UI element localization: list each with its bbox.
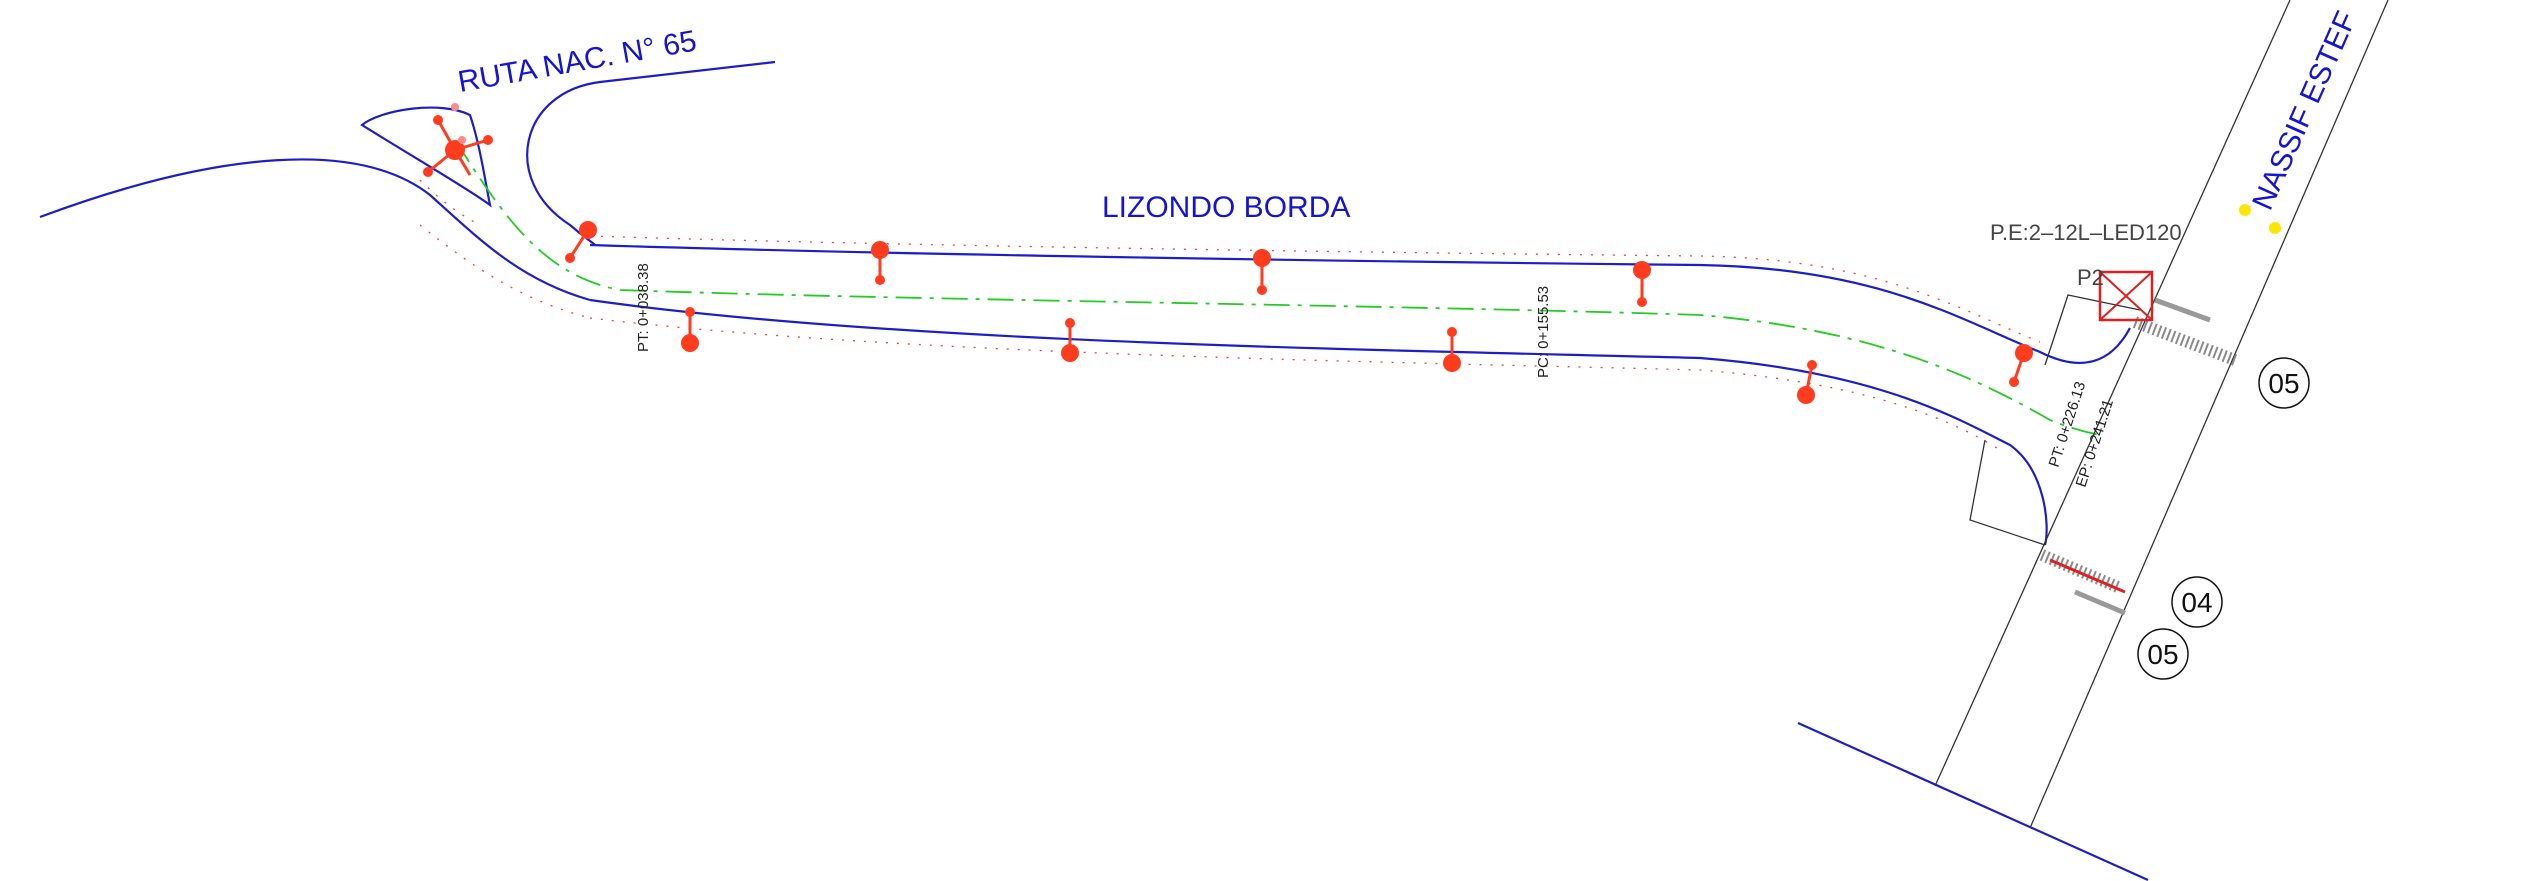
crosswalk-south-red [2049, 558, 2126, 594]
numbered-markers: 05 04 05 [2137, 357, 2310, 680]
crosswalk-north-bar [2154, 297, 2211, 323]
luminaires [423, 103, 2033, 404]
luminaire-pole-icon [565, 221, 597, 263]
street-label-nassif: NASSIF ESTEF [2246, 6, 2363, 214]
crosswalk-south-bar [2074, 589, 2126, 616]
yellow-markers [2239, 204, 2281, 234]
luminaire-pole-icon [1633, 261, 1651, 307]
hatch-north [589, 235, 2041, 343]
crosswalk-south [2039, 549, 2123, 594]
nassif-west-line [1934, 0, 2291, 787]
marker-05-top: 05 [2268, 368, 2299, 399]
luminaire-pole-icon [1797, 360, 1817, 404]
street-label-lizondo: LIZONDO BORDA [1102, 191, 1350, 224]
hatch-south [589, 317, 2001, 451]
left-outer-curb [39, 158, 591, 302]
hatch-left-outer [419, 224, 591, 319]
yellow-marker-icon [2269, 222, 2281, 234]
luminaire-pole-icon [1443, 327, 1461, 372]
lower-diagonal-curb [1797, 721, 2149, 881]
luminaire-pole-icon [423, 103, 493, 177]
hatch-island [419, 179, 481, 226]
ruta-curb [526, 60, 776, 246]
luminaire-pole-icon [871, 241, 889, 285]
luminaire-pole-icon [1253, 249, 1271, 295]
road-curbs [39, 60, 2149, 881]
lizondo-south-curb [589, 298, 2048, 546]
station-pt1: PT: 0+038.38 [635, 263, 652, 352]
station-pc: PC: 0+155.53 [1535, 286, 1552, 378]
electrical-panel-icon [2098, 270, 2154, 322]
nassif-street-lines [1934, 0, 2389, 829]
panel-spec-label: P.E:2–12L–LED120 [1990, 220, 2182, 245]
numbered-circle-marker [2137, 628, 2189, 680]
road-axis [454, 139, 2101, 436]
sidewalk-hatch [419, 179, 2041, 451]
marker-04: 04 [2181, 587, 2212, 618]
yellow-marker-icon [2239, 204, 2251, 216]
nassif-east-line [2029, 0, 2389, 829]
marker-05-bottom: 05 [2147, 639, 2178, 670]
crosswalk-north [2132, 316, 2238, 366]
lot-south [1969, 439, 2046, 546]
numbered-circle-marker [2258, 357, 2310, 409]
panel-id-label: P2 [2077, 265, 2104, 290]
luminaire-pole-icon [2009, 344, 2033, 387]
crosswalks [2039, 297, 2238, 616]
luminaire-pole-icon [1061, 318, 1079, 362]
lot-north [2044, 294, 2141, 366]
lizondo-north-curb [589, 243, 2131, 365]
luminaire-pole-icon [681, 307, 699, 352]
numbered-circle-marker [2171, 576, 2223, 628]
traffic-island [360, 106, 492, 208]
